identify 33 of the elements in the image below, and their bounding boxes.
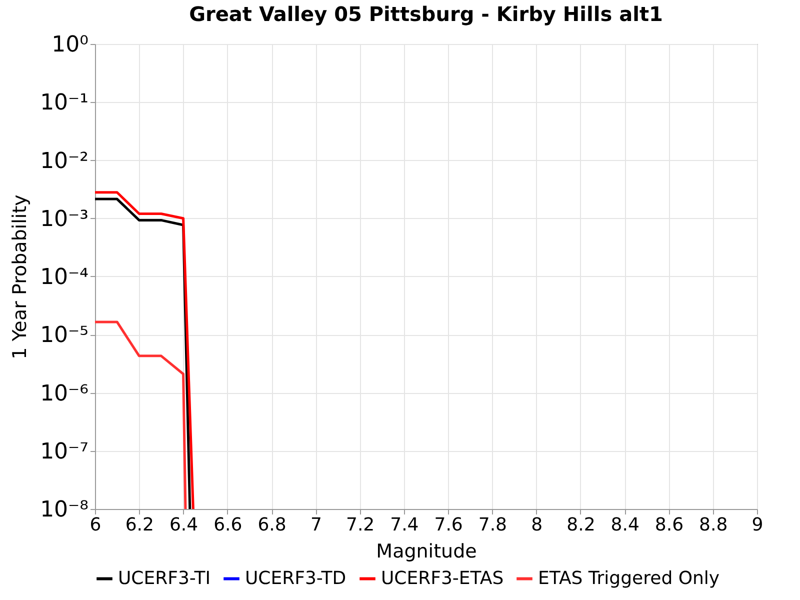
y-tick-label: 10⁻⁵ [40, 323, 88, 348]
x-tick-label: 8.6 [654, 514, 684, 536]
legend-label: UCERF3-ETAS [381, 568, 504, 589]
legend-label: UCERF3-TI [118, 568, 211, 589]
chart-title: Great Valley 05 Pittsburg - Kirby Hills alt1 [189, 2, 663, 26]
y-tick-label: 10⁰ [52, 32, 89, 58]
y-tick-label: 10⁻⁸ [40, 498, 89, 522]
x-tick-label: 8.8 [699, 514, 728, 536]
x-tick-label: 6 [90, 514, 102, 536]
y-axis-title: 1 Year Probability [9, 194, 32, 360]
x-tick-label: 8 [531, 514, 543, 536]
x-tick-label: 8.2 [566, 514, 596, 536]
y-tick-label: 10⁻³ [40, 206, 88, 232]
x-tick-label: 8.4 [610, 514, 640, 536]
y-tick-label: 10⁻⁴ [40, 265, 89, 290]
x-tick-label: 7.2 [346, 514, 375, 536]
x-tick-label: 7.4 [390, 514, 419, 536]
legend-label: ETAS Triggered Only [538, 568, 720, 589]
x-axis-title: Magnitude [376, 540, 477, 562]
x-tick-label: 9 [752, 514, 764, 536]
x-tick-label: 6.8 [258, 514, 286, 536]
y-tick-label: 10⁻⁷ [40, 439, 88, 464]
x-tick-label: 6.4 [169, 514, 198, 536]
x-tick-label: 6.2 [125, 514, 154, 536]
y-tick-label: 10⁻¹ [40, 90, 88, 116]
line-series [95, 320, 187, 509]
legend-label: UCERF3-TD [245, 568, 346, 589]
y-tick-label: 10⁻² [40, 148, 88, 174]
y-tick-label: 10⁻⁶ [40, 381, 89, 406]
x-tick-label: 7 [310, 514, 322, 536]
x-tick-label: 7.6 [434, 514, 463, 536]
x-tick-label: 6.6 [214, 514, 242, 536]
x-tick-label: 7.8 [478, 514, 508, 536]
